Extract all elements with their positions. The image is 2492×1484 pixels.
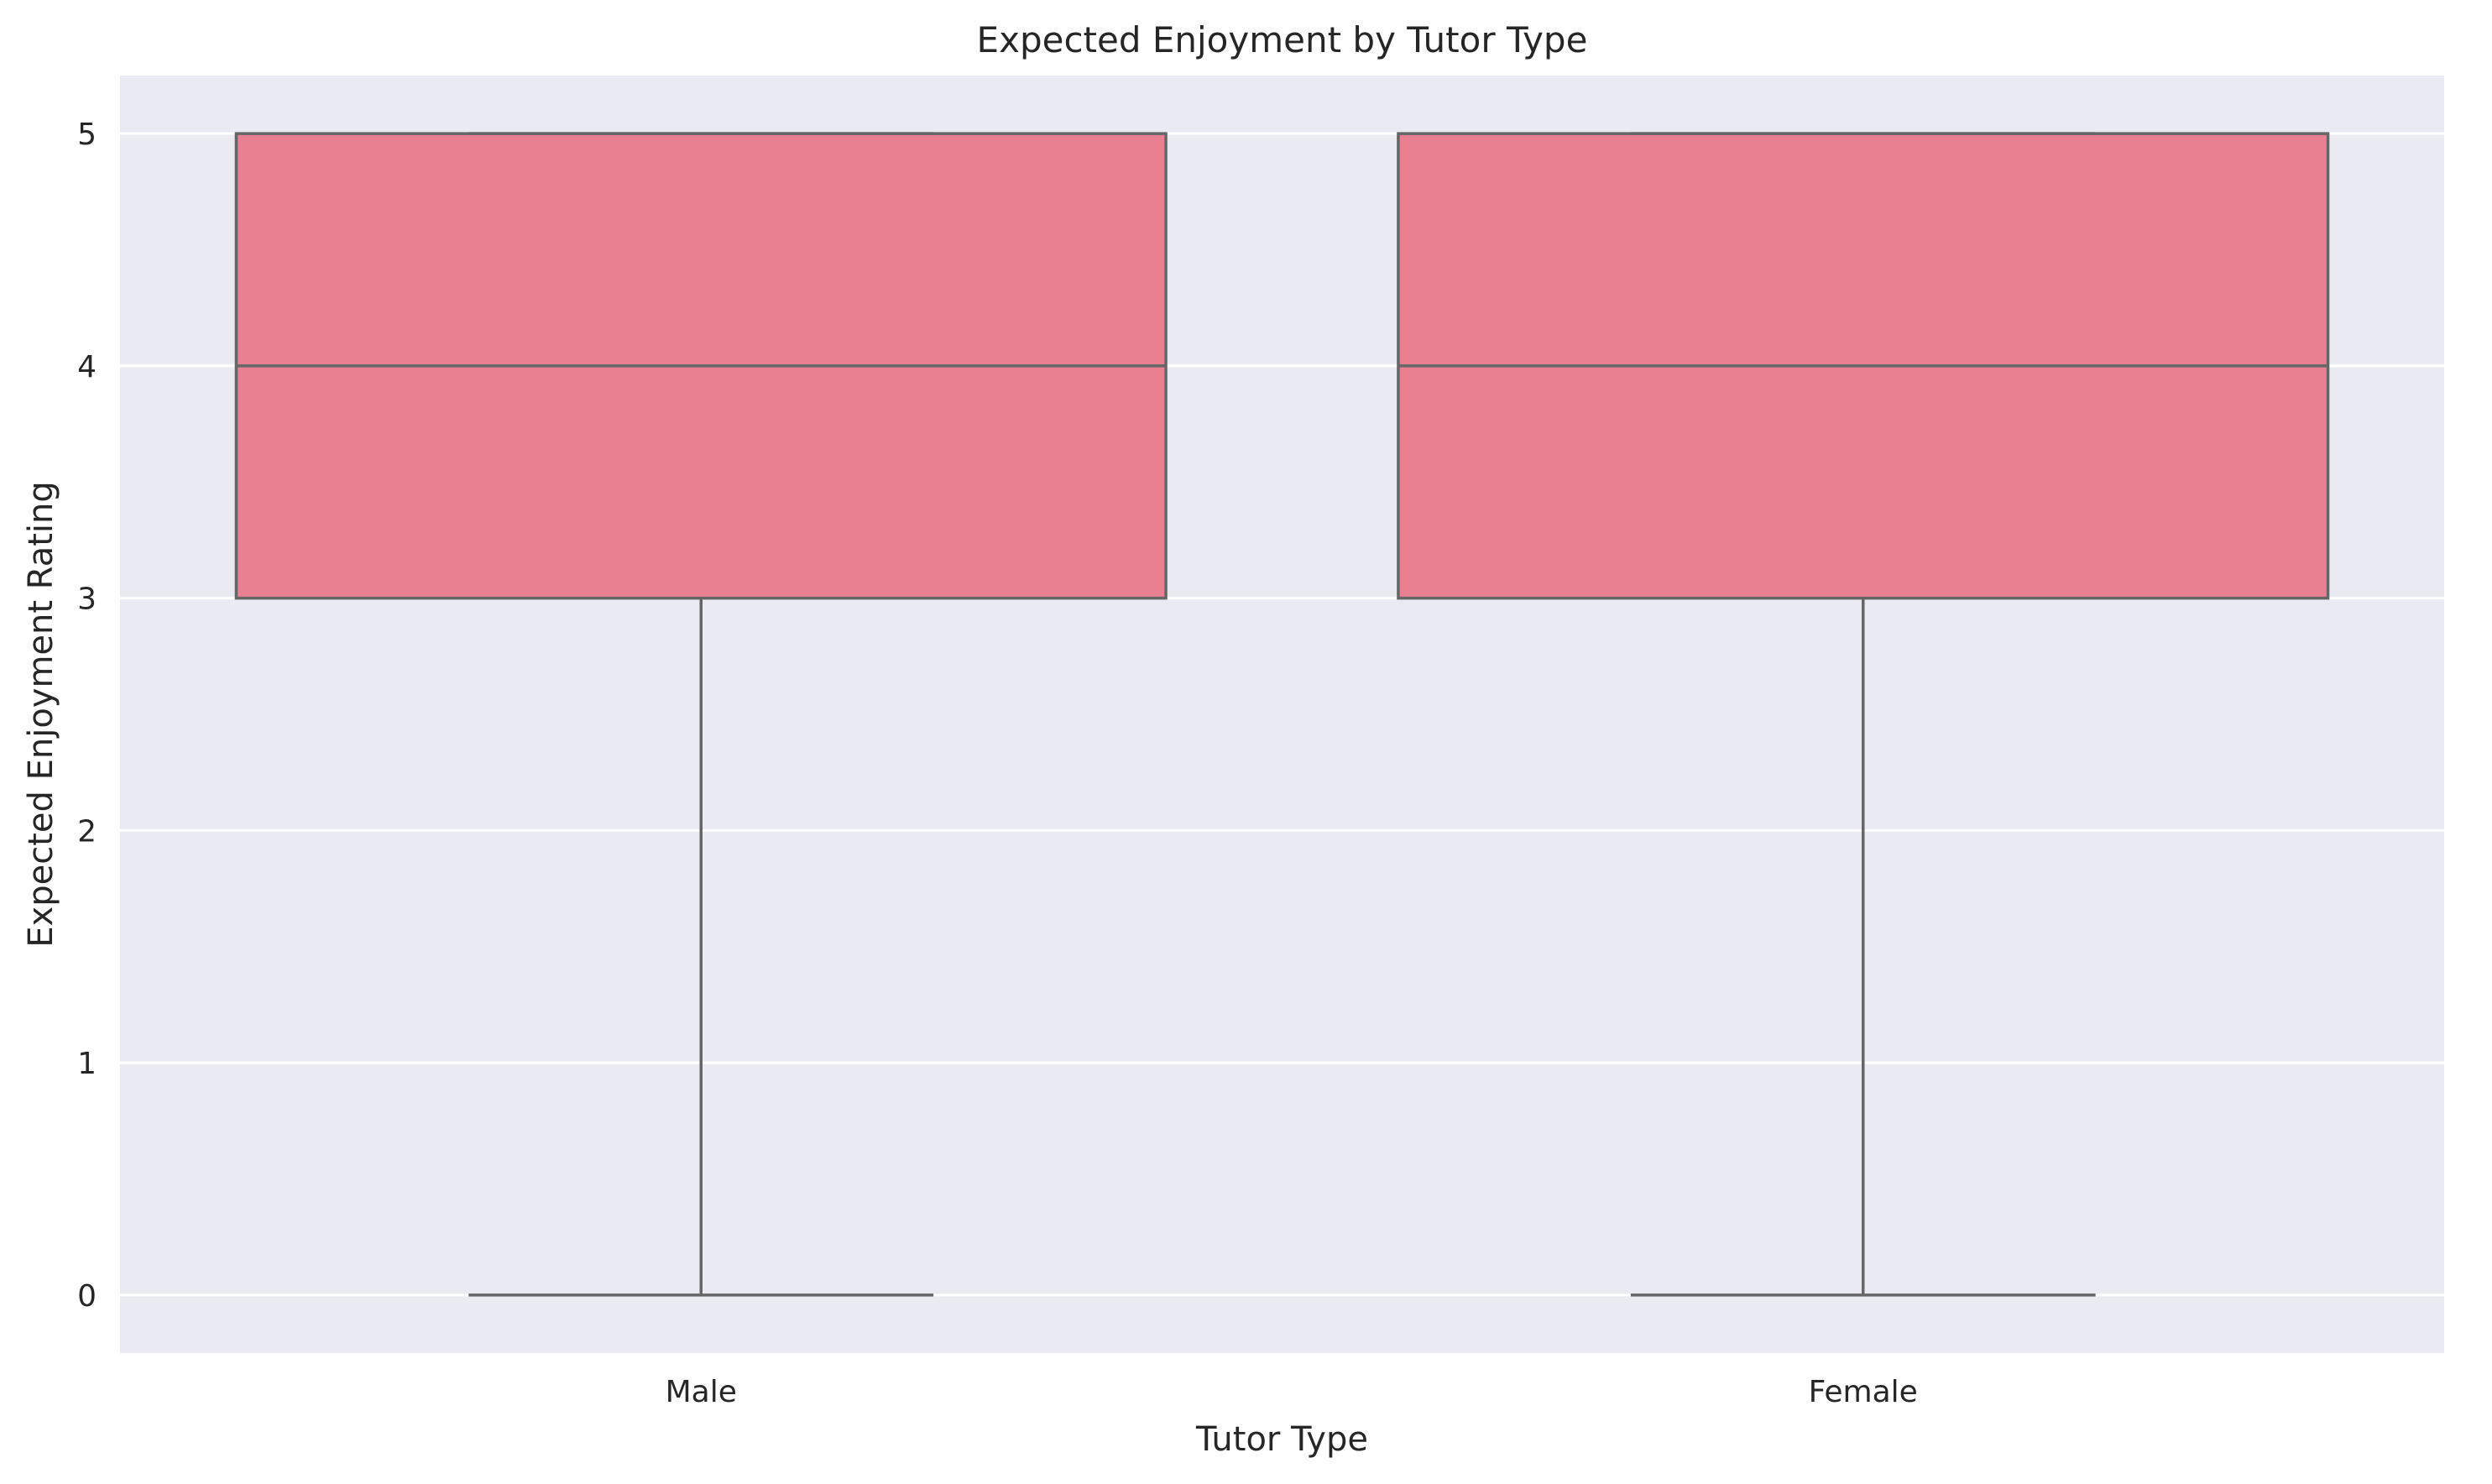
x-tick-label: Female (1809, 1375, 1918, 1409)
y-tick-label: 2 (77, 814, 97, 849)
x-tick-label: Male (666, 1375, 737, 1409)
x-axis-label: Tutor Type (1195, 1420, 1368, 1459)
y-tick-label: 1 (77, 1047, 97, 1081)
y-tick-label: 0 (77, 1279, 97, 1314)
y-tick-label: 3 (77, 583, 97, 617)
y-tick-labels: 0 1 2 3 4 5 (77, 118, 97, 1314)
y-tick-label: 5 (77, 118, 97, 152)
chart-title: Expected Enjoyment by Tutor Type (977, 19, 1588, 60)
box-male (234, 132, 1168, 1297)
x-tick-labels: Male Female (666, 1375, 1918, 1409)
y-tick-label: 4 (77, 350, 97, 384)
y-axis-label: Expected Enjoyment Rating (22, 481, 60, 948)
boxes (234, 132, 2330, 1297)
box-female (1397, 132, 2330, 1297)
